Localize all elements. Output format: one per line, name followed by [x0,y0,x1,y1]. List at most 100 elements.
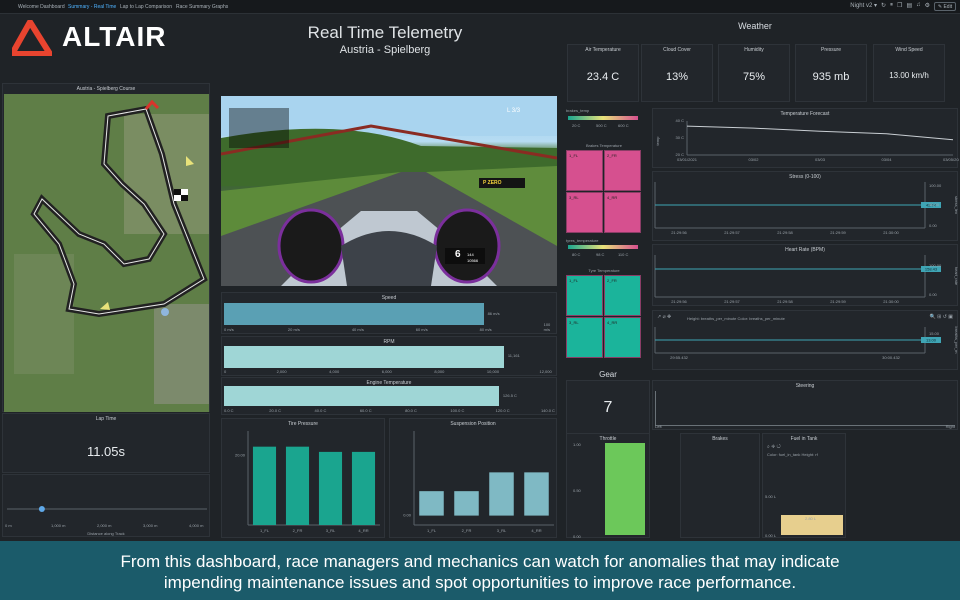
fuel-value: 2.80 L [805,515,817,521]
lap-time-value: 11.05s [86,444,126,459]
x-tick-label: 2_FR [462,528,472,533]
x-tick-label: 4_RR [358,528,368,533]
lap-time-panel: Lap Time 11.05s [2,413,210,473]
pause-icon[interactable]: ⏸ [890,2,894,8]
weather-stat-card: Humidity 75% [718,44,790,102]
x-tick-label: 3_RL [497,528,507,533]
x-tick-label: 1_FL [260,528,270,533]
heat-cell-label: 1_FL [569,278,579,283]
throttle-ytick-mid: 0.50 [573,488,581,493]
caption-line-2: impending maintenance issues and spot op… [163,573,797,592]
sim-speed-readout: 144 [467,252,474,257]
top-nav: Welcome Dashboard Summary - Real Time La… [0,0,960,14]
tab-welcome[interactable]: Welcome Dashboard [18,4,65,10]
y-axis-label: heart_rate [954,267,959,286]
lap-counter: L 3/3 [507,108,521,114]
gear-panel: 7 [566,380,650,435]
y-tick-label: 15.00 [929,331,940,336]
bar-tick-label: 120.0 C [495,408,510,413]
weather-stat-value: 23.4 C [586,71,620,83]
heat-cell-label: 2_FR [607,278,617,283]
breaths-panel: Height: breaths_per_minute Color: breath… [652,310,959,370]
x-tick-label: 2_FR [293,528,303,533]
breaths-toolbar-icons[interactable]: ↗ ⌀ ✥ [657,314,672,320]
distance-tick-label: 0 m [5,523,12,528]
heart-rate-panel: Heart Rate (BPM) 158.43 100.00 0.00 21:29:5… [652,244,959,306]
x-tick-label: 21:29:59 [830,230,846,235]
page-title: Real Time Telemetry [307,23,463,42]
weather-stat-card: Cloud Cover 13% [641,44,713,102]
bar [524,472,549,516]
y-tick-label: 50.00 [929,202,940,207]
distance-tick-label: 4,000 m [189,523,204,528]
suspension-panel: Suspension Position 0.00 1_FL 2_FR 3_RL 4_RR [389,418,557,538]
tab-lap-comparison[interactable]: Lap to Lap Comparison [120,4,172,10]
speed-bar [224,303,484,325]
bar-tick-label: 20.0 C [269,408,282,413]
heat-cell: 2_FR [604,275,641,316]
steering-right-label: Right [945,424,955,429]
bell-icon[interactable]: ♫ [916,2,921,8]
tyre-scale-mid: 98 C [596,252,605,257]
brakes-scale-min: 20 C [572,123,581,128]
tyre-temp-panel: tyres_temperature 80 C 98 C 110 C Tyre T… [566,237,642,365]
bar-tick-label: 8,000 [434,369,445,374]
throttle-bar [605,443,645,535]
brakes-title: Brakes [712,436,728,442]
x-tick-label: 21:30:00 [883,299,899,304]
fuel-toolbar-icons[interactable]: ⌕ ✥ ↺ [767,444,781,450]
x-tick-label: 21:29:57 [724,299,740,304]
document-icon[interactable]: ▤ [906,3,913,9]
bar-tick-label: 60.0 C [359,408,372,413]
theme-select[interactable]: Night v2 ▾ [850,3,877,9]
weather-stat-value: 75% [742,71,766,83]
heat-cell: 4_RR [604,192,641,233]
throttle-ytick-min: 0.00 [573,534,581,539]
speed-value: 86 m/s [487,311,500,316]
y-tick-label: 0.00 [929,223,938,228]
refresh-icon[interactable]: ↻ [881,3,887,9]
tab-race-summary[interactable]: Race Summary Graphs [176,4,229,10]
suspension-chart: 0.00 1_FL 2_FR 3_RL 4_RR [403,431,554,533]
tyre-temp-legend-title: tyres_temperature [566,238,599,243]
bar [489,472,514,516]
bar-tick-label: 20 m/s [287,327,300,332]
caption-line-1: From this dashboard, race managers and m… [120,552,840,571]
engine-temp-value: 126.5 C [502,393,517,398]
x-tick-label: 03/04 [881,157,892,162]
y-axis-label: breaths_per_m [954,327,959,355]
fuel-bar [781,514,843,535]
bar [454,491,479,516]
x-tick-label: 21:29:58 [777,230,793,235]
breaths-chart: 13.00 15.00 29:55.432 30:00.432 breaths_per_… [654,327,959,360]
weather-stat-value: 13.00 km/h [889,71,929,80]
y-tick-label: 0.00 [403,513,412,518]
y-tick-label: 30 C [676,135,685,140]
rpm-panel: RPM 11,161 0 2,000 4,000 6,000 8,000 10,000 12… [221,336,557,376]
heat-cell-label: 3_RL [569,320,579,325]
weather-stat-label: Pressure [820,47,841,53]
bar-tick-label: 0 m/s [224,327,234,332]
copy-icon[interactable]: ❐ [897,3,903,9]
heat-cell-label: 1_FL [569,153,579,158]
simulator-camera-view: L 3/3 P ZERO 6 144 10566 [221,96,557,286]
course-map[interactable] [4,94,209,412]
stress-panel: Stress (0-100) 42.74 100.00 50.00 0.00 21:29… [652,171,959,241]
x-tick-label: 1_FL [427,528,437,533]
x-tick-label: 03/03 [815,157,826,162]
edit-button[interactable]: ✎ Edit [934,2,956,11]
tyre-temp-scale [568,245,638,249]
settings-icon[interactable]: ⚙ [924,3,930,9]
bar-tick-label: 0 [224,369,227,374]
bar-tick-label: 12,000 [539,369,552,374]
value-badge-label: 158.43 [925,267,938,272]
heat-cell: 4_RR [604,317,641,358]
bar [419,491,444,516]
breaths-zoom-icons[interactable]: 🔍 ⊞ ↺ ▣ [929,314,954,320]
altair-logo: ALTAIR [12,20,192,60]
tab-summary-real-time[interactable]: Summary - Real Time [68,4,117,10]
brakes-scale-max: 600 C [618,123,629,128]
bar-tick-label: 140.0 C [540,408,555,413]
stress-chart: 42.74 100.00 50.00 0.00 21:29:56 21:29:57 21:2… [654,182,959,235]
tyre-temp-title: Tyre Temperature [588,268,620,273]
